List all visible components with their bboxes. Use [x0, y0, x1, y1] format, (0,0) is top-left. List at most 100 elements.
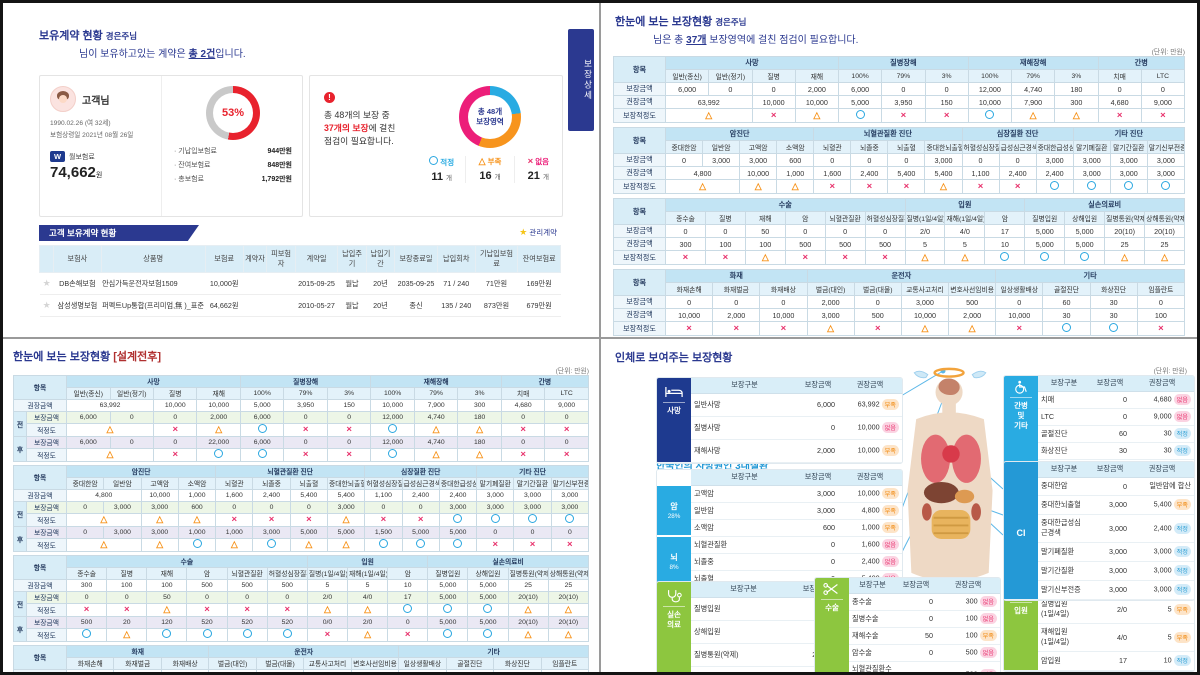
header-cell: 질병(1일/4일): [904, 211, 946, 225]
header-cell: 상해입원: [1064, 211, 1106, 225]
cell: [177, 537, 217, 552]
cell: 3,950: [283, 398, 328, 412]
header-cell: 기타 진단: [476, 464, 589, 478]
header-cell: 입원: [904, 198, 1026, 212]
status-badge: 부족: [881, 522, 899, 533]
category-label: 수술: [821, 599, 843, 613]
cell: 1,000: [177, 488, 217, 502]
cell: △: [547, 602, 590, 617]
header-cell: 화재: [665, 269, 808, 283]
cell: 0: [708, 82, 753, 96]
cell: 질병사망: [691, 416, 798, 440]
cell: 4,800: [66, 488, 142, 502]
side-tab-coverage-detail[interactable]: 보장상세: [568, 29, 594, 131]
cell: ×: [252, 512, 291, 527]
cell: ×: [759, 321, 808, 336]
won-badge-icon: W: [50, 151, 65, 162]
table-row: 권장금액 63,992 10,000 10,000 5,000 3,950 150 10,00…: [12, 398, 589, 412]
wheelchair-icon: [1012, 380, 1030, 394]
cell: 120: [146, 615, 188, 629]
cell: △: [140, 512, 179, 527]
cell: 1,000 부족: [838, 519, 902, 537]
cell: 12,000: [370, 435, 415, 449]
none-x-icon: ×: [83, 603, 90, 615]
table-row: 골절진단 60 30 적정: [1004, 425, 1194, 443]
cell: 500: [226, 578, 268, 592]
cell: △: [547, 627, 590, 642]
header-cell: 항목: [613, 198, 666, 225]
header-cell: 권장금액: [838, 469, 902, 486]
none-x-icon: ×: [244, 603, 250, 615]
header-cell: 벌금(대물): [255, 656, 305, 670]
header-cell: 3%: [924, 69, 969, 83]
header-cell: 암진단: [664, 127, 815, 141]
cell: 500: [186, 578, 228, 592]
premium-row: · 기납입보험료 944만원: [174, 148, 292, 155]
header-cell: 보장구분: [691, 581, 796, 598]
cell: 3,000: [798, 485, 838, 503]
cell: ×: [500, 422, 546, 437]
table-row: 말기폐질환 3,000 3,000 적정: [1004, 542, 1194, 562]
warn-triangle-icon: △: [791, 181, 799, 191]
table-row: 적정도 △ × △ × △ △: [14, 627, 590, 642]
segment-box: 암 28%: [657, 484, 691, 537]
cell: 0: [881, 82, 926, 96]
cell: △: [900, 321, 950, 336]
header-cell: 소액암: [177, 476, 217, 490]
coverage-legend: 적정 11 개 △ 부족 16 개 × 없음 21 개: [418, 156, 562, 183]
favorite-star-icon[interactable]: ★: [42, 278, 51, 288]
ba-table-death: 항목 사망 질병장해 재해장해 간병 일반(종신) 일반(정기) 질병 재해 100% 79% 3% 1…: [12, 374, 590, 462]
ok-circle-icon: [416, 539, 426, 548]
table-row: 전 보장금액 6,000 0 0 2,000 6,000 0 0 12,000 4,740 180 0 0: [13, 410, 589, 437]
body-illustration: [907, 367, 993, 581]
cell: 5: [944, 237, 986, 251]
favorite-star-icon[interactable]: ★: [42, 300, 51, 310]
cell: 3,000 적정: [1130, 542, 1194, 562]
none-x-icon: ×: [284, 603, 291, 615]
alert-text: 총 48개의 보장 중 37개의 보장에 걸친 점검이 필요합니다.: [324, 110, 396, 147]
panel-body-coverage: 인체로 보여주는 보장현황 (단위: 만원) 한국인의 사망원인 3대질환: [601, 338, 1197, 672]
cell: 권장금액: [613, 237, 666, 251]
category-box: 간병 및 기타: [1004, 375, 1038, 477]
warn-triangle-icon: △: [106, 449, 114, 459]
cell: 일반사망: [691, 393, 798, 417]
warn-triangle-icon: △: [813, 110, 821, 120]
cell: 20(10): [1144, 224, 1185, 238]
header-cell: 79%: [413, 386, 459, 400]
header-cell: 고액암: [739, 140, 778, 154]
header-cell: 실손의료비: [1024, 198, 1185, 212]
cell: [967, 108, 1013, 123]
warn-triangle-icon: △: [432, 449, 440, 459]
status-badge: 부족: [881, 399, 899, 410]
cell: ×: [513, 537, 552, 552]
none-x-icon: ×: [722, 251, 729, 263]
none-x-icon: ×: [882, 251, 888, 263]
customer-card: 고객님 1990.02.26 (여 32세) 보험상령일 2021년 08월 2…: [39, 75, 303, 217]
cell: 1,100: [961, 166, 1000, 180]
none-x-icon: ×: [943, 109, 950, 121]
cell: 보장적정도: [613, 108, 666, 123]
cell: 전: [13, 500, 27, 527]
cell: ×: [864, 250, 906, 265]
cell: 500: [255, 668, 305, 672]
ok-circle-icon: [483, 604, 493, 613]
cell: 10,000: [995, 308, 1044, 322]
header-cell: 뇌혈관질환: [226, 566, 268, 580]
header-cell: 허혈성심장질환: [864, 211, 906, 225]
cell: 3,000: [1109, 166, 1148, 180]
header-cell: 골절진단: [1042, 282, 1091, 296]
header-cell: 간병: [500, 374, 590, 388]
cell: 5,000: [427, 578, 469, 592]
cell: 0: [186, 590, 228, 604]
cell: 12,000: [967, 82, 1013, 96]
header-cell: 허혈성심장질환: [364, 476, 403, 490]
category-label: 입원: [1010, 602, 1032, 616]
header-cell: 임플란트: [540, 656, 590, 670]
ba-table-fire: 항목 화재 운전자 기타 화재손해 화재벌금 화재배상 벌금(대인) 벌금(대물) 교통사고처리 변…: [12, 644, 590, 672]
cell: 0: [1090, 477, 1130, 496]
cell: 5,000: [1024, 224, 1066, 238]
bed-icon: [665, 385, 683, 399]
monthly-premium-value: 74,662원: [50, 164, 103, 181]
cell: ×: [751, 108, 796, 123]
